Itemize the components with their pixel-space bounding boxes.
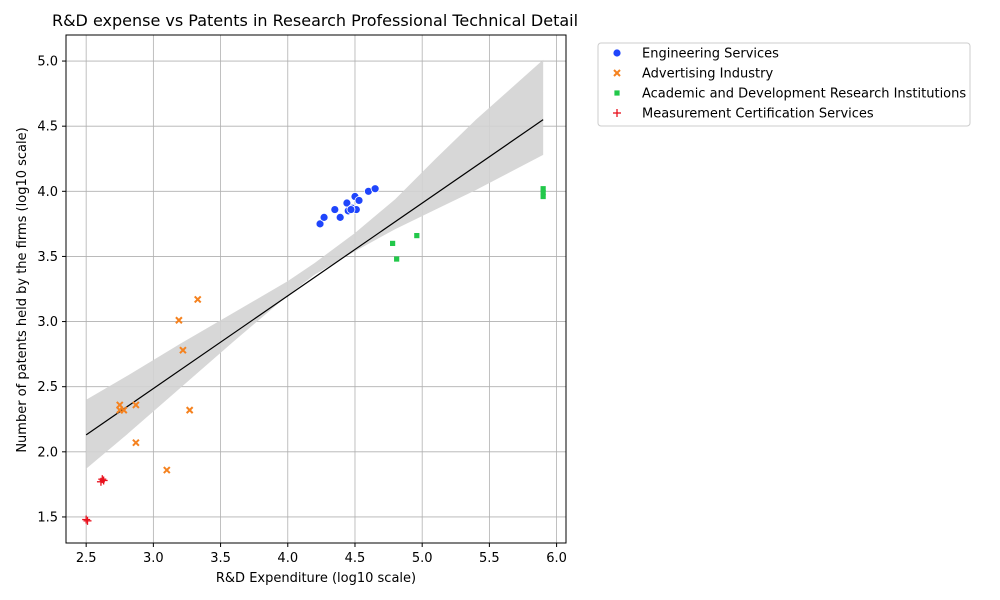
x-axis-label: R&D Expenditure (log10 scale) [216, 571, 416, 586]
confidence-band-area [86, 60, 543, 469]
data-point [371, 185, 379, 193]
data-point [336, 213, 344, 221]
y-tick-label: 4.5 [37, 120, 58, 135]
x-tick-label: 4.5 [345, 551, 366, 566]
legend-label: Advertising Industry [642, 67, 773, 82]
regression-line-path [86, 120, 543, 435]
plot-area [66, 35, 566, 543]
legend-label: Measurement Certification Services [642, 107, 874, 122]
x-tick-label: 5.5 [479, 551, 500, 566]
data-point [355, 196, 363, 204]
y-tick-label: 1.5 [37, 510, 58, 525]
x-tick-label: 6.0 [546, 551, 567, 566]
y-ticks: 1.5 2.0 2.5 3.0 3.5 4.0 4.5 5.0 [37, 55, 66, 526]
x-tick-label: 5.0 [412, 551, 433, 566]
x-tick-label: 3.0 [143, 551, 164, 566]
data-point [195, 296, 201, 302]
data-point [84, 517, 92, 525]
y-tick-label: 3.0 [37, 315, 58, 330]
y-tick-label: 5.0 [37, 55, 58, 70]
data-point [394, 256, 399, 261]
data-point [347, 206, 355, 214]
data-point [331, 206, 339, 214]
y-tick-label: 2.0 [37, 445, 58, 460]
data-point [164, 467, 170, 473]
data-point [320, 213, 328, 221]
y-tick-label: 2.5 [37, 380, 58, 395]
legend-marker [614, 90, 619, 95]
legend: Engineering Services Advertising Industry… [598, 43, 970, 126]
data-point [187, 407, 193, 413]
chart-title: R&D expense vs Patents in Research Profe… [52, 11, 578, 30]
x-tick-label: 2.5 [76, 551, 97, 566]
data-point [541, 186, 546, 191]
x-tick-label: 4.0 [277, 551, 298, 566]
data-point [414, 233, 419, 238]
legend-marker [613, 49, 621, 57]
legend-label: Academic and Development Research Instit… [642, 87, 966, 102]
data-points [82, 185, 546, 525]
x-ticks: 2.5 3.0 3.5 4.0 4.5 5.0 5.5 6.0 [76, 543, 567, 566]
data-point [133, 440, 139, 446]
y-axis-label: Number of patents held by the firms (log… [15, 127, 30, 452]
y-tick-label: 3.5 [37, 250, 58, 265]
confidence-band [86, 60, 543, 469]
legend-label: Engineering Services [642, 47, 779, 62]
data-point [390, 241, 395, 246]
data-point [176, 317, 182, 323]
y-tick-label: 4.0 [37, 185, 58, 200]
x-tick-label: 3.5 [210, 551, 231, 566]
regression-line [86, 120, 543, 435]
